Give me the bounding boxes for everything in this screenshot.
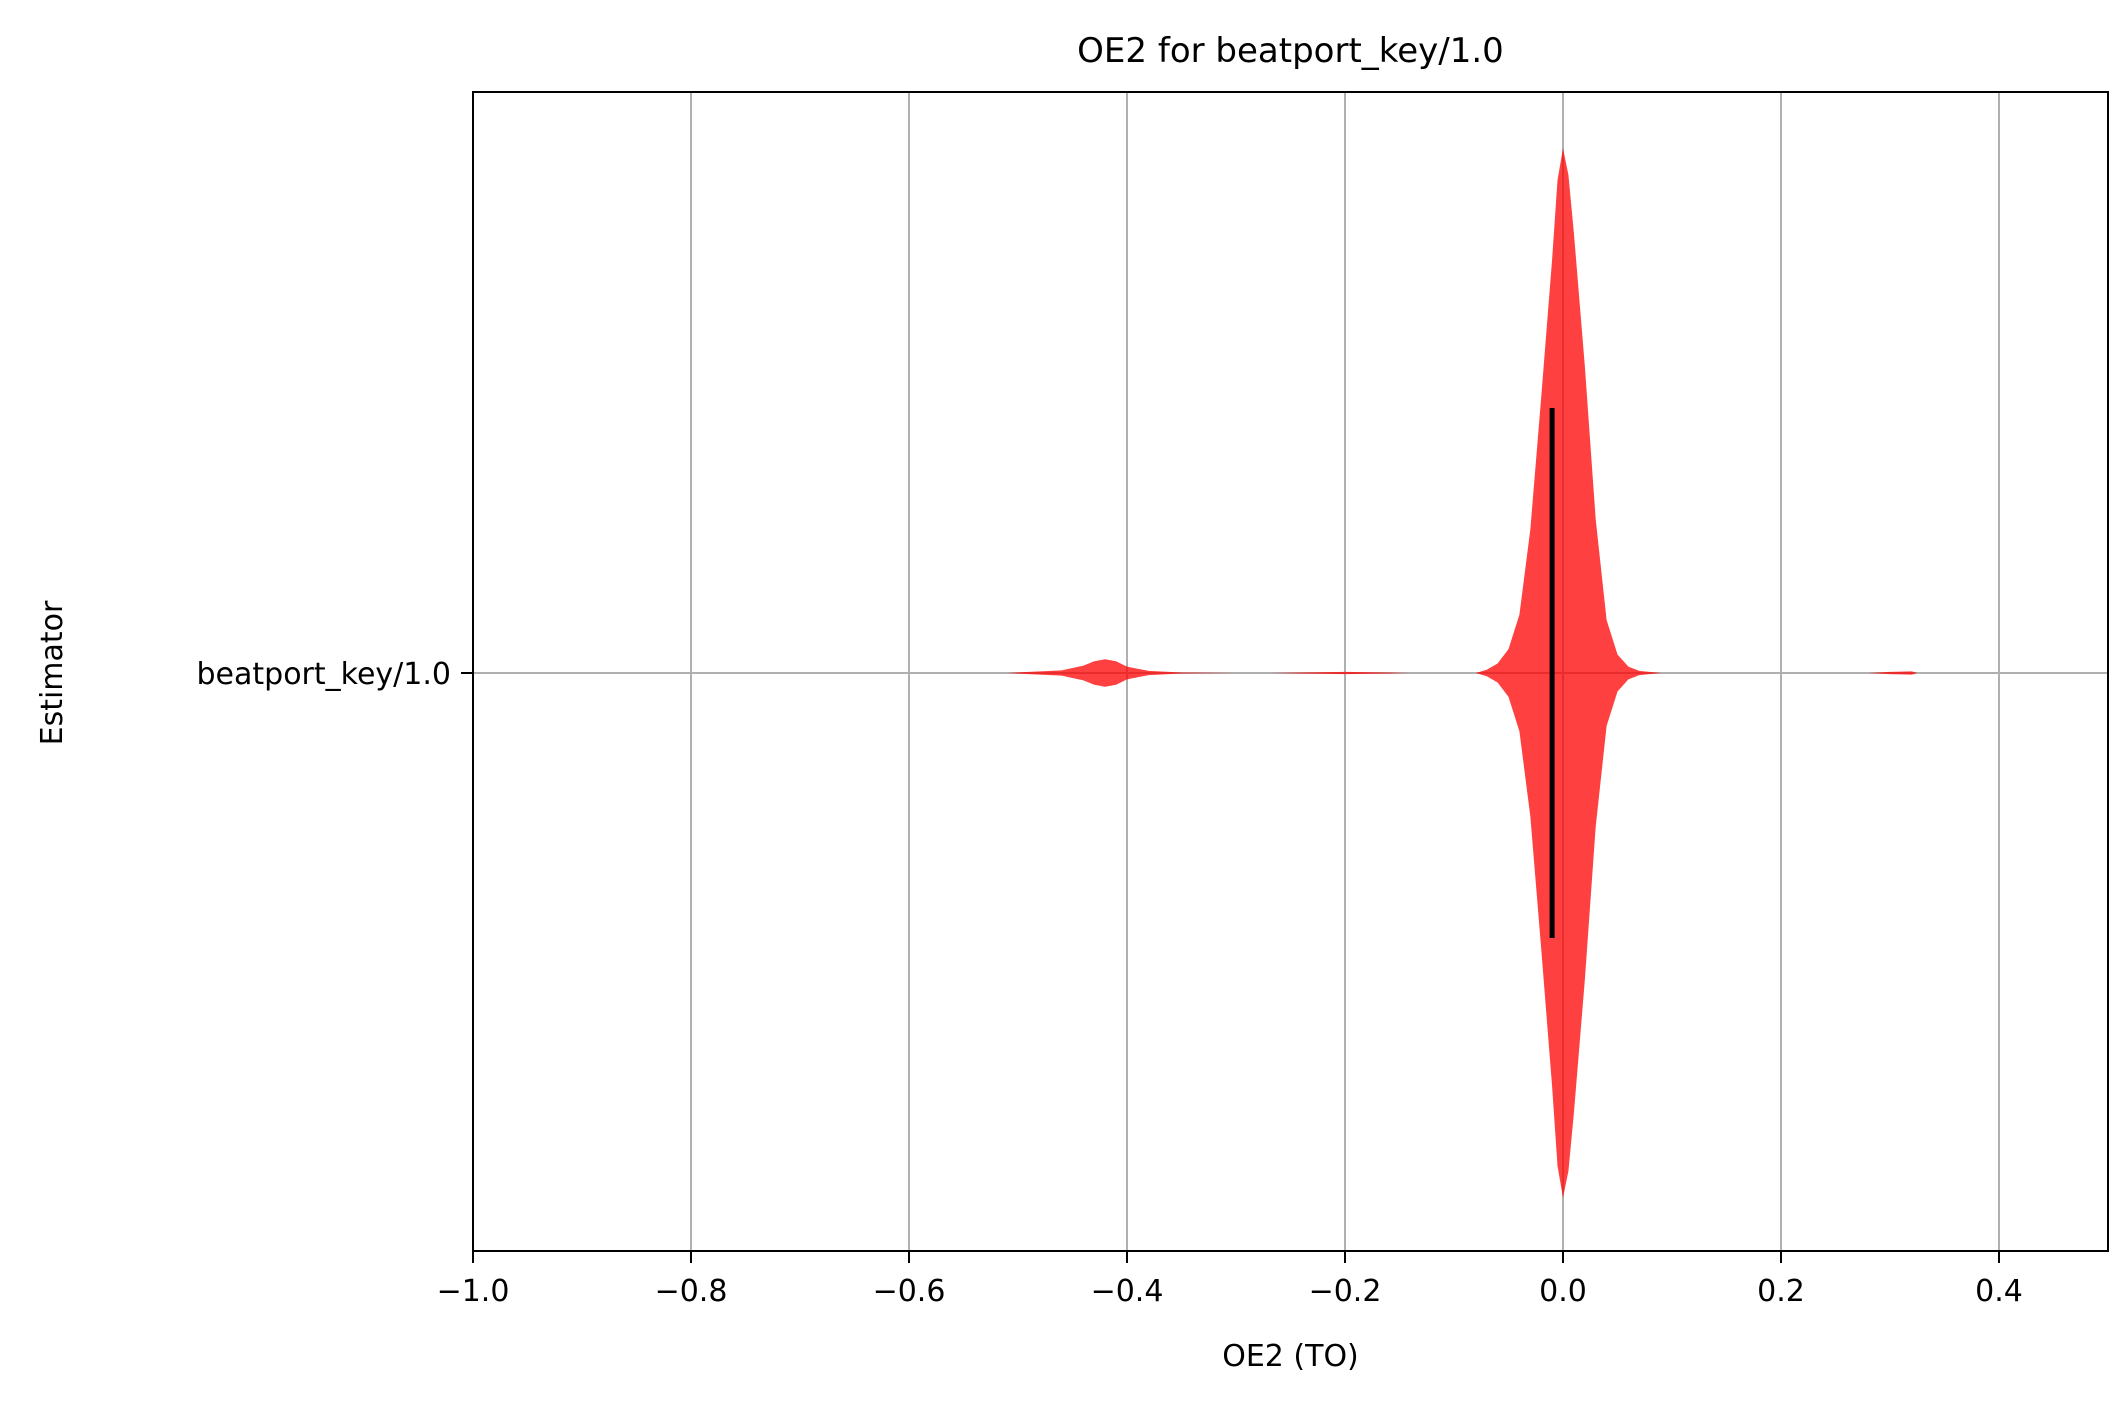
x-tick-label: 0.2 <box>1757 1274 1805 1309</box>
violin-body <box>1007 148 1918 1198</box>
x-tick-label: −0.4 <box>1091 1274 1164 1309</box>
x-tick-label: −0.8 <box>655 1274 728 1309</box>
y-axis-ticks: beatport_key/1.0 <box>197 657 473 692</box>
plot-frame <box>472 91 2109 1252</box>
x-tick-label: −0.2 <box>1309 1274 1382 1309</box>
y-tick-label: beatport_key/1.0 <box>197 657 451 692</box>
x-axis-label: OE2 (TO) <box>1222 1339 1359 1374</box>
violin-layer <box>1007 148 1918 1198</box>
x-tick-label: 0.4 <box>1975 1274 2023 1309</box>
x-tick-label: −0.6 <box>873 1274 946 1309</box>
chart-title: OE2 for beatport_key/1.0 <box>1077 31 1504 71</box>
x-tick-label: 0.0 <box>1539 1274 1587 1309</box>
x-tick-label: −1.0 <box>437 1274 510 1309</box>
x-axis-ticks: −1.0 −0.8 −0.6 −0.4 −0.2 0.0 0.2 0.4 <box>437 1251 2023 1309</box>
y-axis-label: Estimator <box>35 600 70 745</box>
